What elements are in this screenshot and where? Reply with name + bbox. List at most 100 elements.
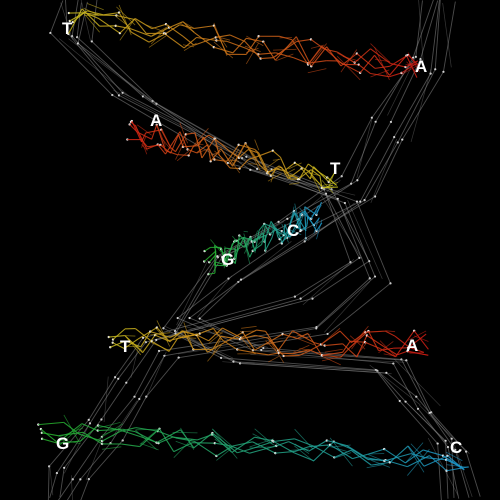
rung-strand-segment: [423, 455, 448, 467]
backbone-segment: [238, 240, 305, 283]
rung-strand-segment: [208, 327, 223, 342]
backbone-segment: [110, 398, 140, 444]
rung-strand-segment: [57, 423, 83, 444]
rung-cross-segment: [151, 27, 167, 36]
rung-strand-segment: [192, 442, 215, 444]
rung-cross-segment: [334, 452, 352, 459]
backbone-segment: [49, 465, 54, 496]
rung-cross-segment: [98, 421, 121, 429]
rung-strand-segment: [304, 210, 317, 232]
rung-strand-segment: [159, 428, 175, 452]
rung-strand-segment: [394, 330, 415, 358]
backbone-segment: [72, 436, 103, 480]
rung-strand-segment: [313, 342, 325, 347]
rung-strand-segment: [255, 334, 269, 339]
rung-strand-segment: [212, 328, 224, 341]
backbone-segment: [390, 58, 421, 123]
rung-strand-segment: [275, 450, 295, 454]
rung-strand-segment: [389, 445, 409, 463]
rung-cross-segment: [254, 428, 273, 445]
backbone-segment: [89, 378, 119, 424]
rung-cross-segment: [180, 427, 195, 450]
backbone-segment: [222, 361, 392, 375]
rung-strand-segment: [246, 37, 264, 43]
backbone-segment: [364, 142, 399, 201]
rung-strand-segment: [188, 146, 194, 156]
backbone-segment: [145, 357, 179, 397]
rung-strand-segment: [238, 144, 255, 150]
rung-strand-segment: [196, 144, 209, 154]
rung-cross-segment: [385, 330, 396, 333]
rung-strand-segment: [350, 448, 369, 461]
rung-cross-segment: [178, 135, 184, 147]
rung-cross-segment: [97, 423, 123, 441]
rung-strand-segment: [277, 330, 293, 351]
rung-strand-segment: [220, 143, 230, 151]
rung-cross-segment: [175, 440, 195, 449]
rung-cross-segment: [313, 217, 320, 234]
rung-strand-segment: [156, 429, 181, 444]
rung-cross-segment: [251, 230, 258, 248]
rung-strand-segment: [268, 352, 279, 356]
rung-strand-segment: [310, 205, 320, 220]
rung-strand-segment: [370, 48, 391, 64]
rung-strand-segment: [199, 327, 214, 335]
rung-strand-segment: [110, 340, 126, 348]
rung-strand-segment: [203, 250, 216, 262]
backbone-segment: [400, 359, 430, 414]
rung-cross-segment: [231, 235, 237, 242]
rung-strand-segment: [204, 246, 211, 252]
rung-strand-segment: [40, 428, 59, 444]
backbone-segment: [177, 278, 229, 319]
rung-strand-segment: [112, 328, 126, 340]
rung-cross-segment: [310, 176, 321, 184]
rung-strand-segment: [260, 57, 274, 60]
backbone-segment: [80, 478, 90, 500]
rung-strand-segment: [156, 327, 171, 343]
backbone-segment: [174, 257, 219, 332]
rung-node: [277, 351, 281, 355]
base-pair-rungs: [37, 3, 469, 476]
rung-strand-segment: [291, 39, 309, 65]
rung-strand-segment: [307, 163, 321, 174]
backbone-segment: [112, 400, 138, 437]
rung-cross-segment: [262, 237, 265, 243]
rung-strand-segment: [119, 18, 136, 34]
rung-strand-segment: [226, 40, 247, 49]
rung-strand-segment: [264, 223, 273, 228]
rung-cross-segment: [401, 65, 417, 75]
rung-strand-segment: [173, 442, 193, 453]
backbone-segment: [427, 437, 459, 496]
rung-strand-segment: [274, 227, 283, 232]
rung-cross-segment: [243, 243, 250, 254]
rung-cross-segment: [351, 330, 366, 350]
backbone-segment: [233, 361, 378, 372]
rung-cross-segment: [294, 445, 315, 462]
rung-cross-segment: [124, 335, 143, 352]
rung-cross-segment: [273, 48, 297, 51]
rung-cross-segment: [118, 4, 132, 36]
rung-strand-segment: [352, 453, 369, 460]
backbone-segment: [59, 38, 130, 97]
rung-strand-segment: [319, 176, 323, 189]
backbone-segment: [430, 0, 440, 74]
rung-strand-segment: [366, 457, 385, 462]
rung-strand-segment: [157, 430, 176, 439]
rung-strand-segment: [321, 351, 343, 356]
rung-strand-segment: [139, 428, 160, 447]
backbone-segment: [419, 404, 470, 454]
rung-cross-segment: [233, 247, 236, 250]
backbone-segment: [442, 1, 456, 72]
rung-cross-segment: [320, 327, 341, 345]
rung-cross-segment: [198, 143, 204, 146]
rung-strand-segment: [365, 330, 386, 333]
rung-strand-segment: [130, 31, 150, 43]
backbone-segment: [103, 376, 109, 423]
rung-strand-segment: [313, 445, 335, 458]
rung-cross-segment: [374, 47, 390, 81]
rung-cross-segment: [192, 128, 209, 147]
rung-strand-segment: [112, 342, 125, 349]
backbone-segment: [189, 281, 239, 319]
rung-strand-segment: [232, 441, 253, 447]
rung-strand-segment: [271, 226, 277, 231]
